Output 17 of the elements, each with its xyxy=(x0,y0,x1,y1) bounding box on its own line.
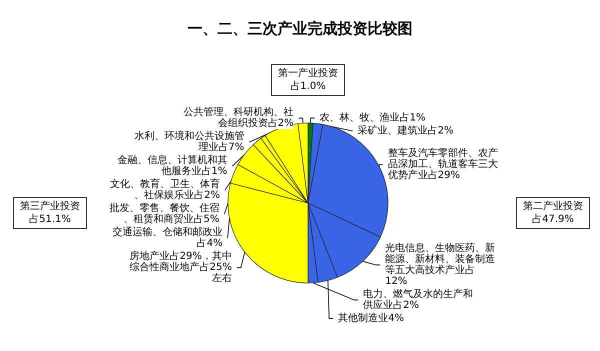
slice-label: 采矿业、建筑业占2% xyxy=(358,124,454,137)
slice-label: 整车及汽车零部件、农产品深加工、轨道客车三大优势产业占29% xyxy=(388,146,498,181)
text: 第三产业投资占51.1% xyxy=(20,200,80,225)
slice-label: 房地产业占29%，其中综合性商业地产占25%左右 xyxy=(130,250,232,284)
slice-label: 水利、环境和公共设施管理业占7% xyxy=(134,130,244,154)
slice-label: 光电信息、生物医药、新能源、新材料、装备制造等五大高技术产业占12% xyxy=(385,242,496,287)
slice-label: 其他制造业4% xyxy=(338,312,404,324)
slice-label: 公共管理、科研机构、社会组织投资占2% xyxy=(184,106,294,130)
slice-label: 金融、信息、计算机和其他服务业占1% xyxy=(117,154,228,178)
chart-title: 一、二、三次产业完成投资比较图 xyxy=(188,20,412,38)
slice-label: 电力、燃气及水的生产和供应业占2% xyxy=(363,288,474,311)
text: 第一产业投资占1.0% xyxy=(278,67,338,92)
slice-label: 文化、教育、卫生、体育、社保娱乐业占2% xyxy=(110,178,220,202)
slice-label: 交通运输、仓储和邮政业占4% xyxy=(112,226,223,250)
slice-label: 农、林、牧、渔业占1% xyxy=(320,112,426,124)
slice-label: 批发、零售、餐饮、住宿、租赁和商贸业占5% xyxy=(109,202,220,226)
text: 第二产业投资占47.9% xyxy=(523,200,583,225)
